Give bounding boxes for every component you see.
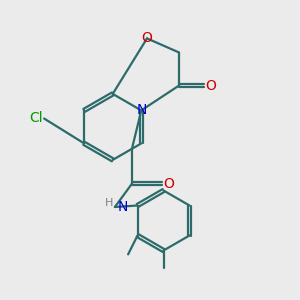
Text: O: O [142,31,152,45]
Text: N: N [118,200,128,214]
Text: O: O [163,177,174,190]
Text: N: N [137,103,147,117]
Text: O: O [205,79,216,92]
Text: H: H [105,198,114,208]
Text: Cl: Cl [29,112,43,125]
